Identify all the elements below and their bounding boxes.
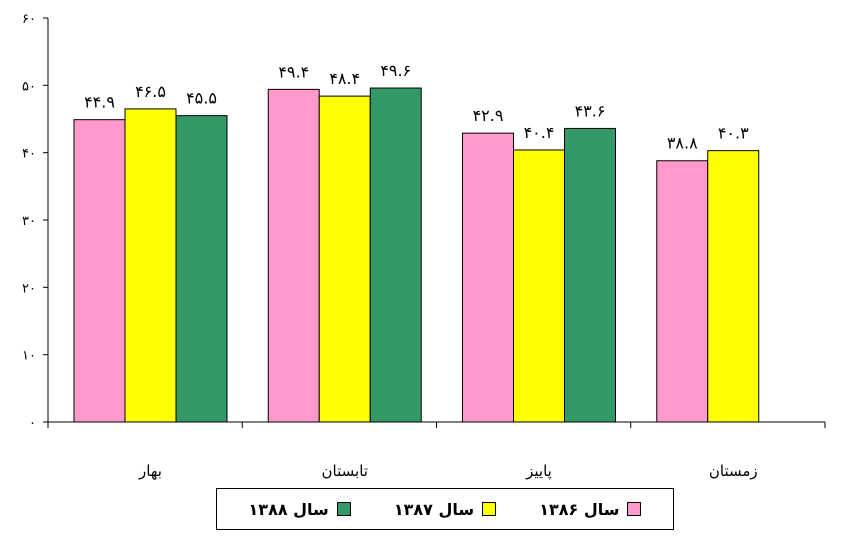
y-tick-label-20: ۲۰ (22, 281, 36, 296)
legend-label-1387: سال ۱۳۸۷ (393, 499, 475, 519)
y-tick-label-50: ۵۰ (22, 79, 36, 94)
data-label-2-4: ۴۰.۳ (718, 124, 749, 143)
bar-2-1 (124, 108, 177, 423)
data-labels-group: ۴۴.۹ ۴۹.۴ ۴۲.۹ ۳۸.۸ ۴۶.۵ ۴۸.۴ ۴۰.۴ ۴۰.۳ ۴۵.۵ ۴۹.۶… (84, 61, 749, 153)
category-labels-group: بهار تابستان پاییز زمستان (138, 462, 758, 481)
data-label-2-2: ۴۸.۴ (329, 69, 360, 88)
legend-item-1388: سال ۱۳۸۸ (249, 500, 351, 519)
data-label-1-3: ۴۲.۹ (473, 106, 504, 125)
bar-1-4 (656, 160, 709, 423)
bar-2-4 (707, 150, 760, 423)
bar-1-3 (462, 132, 514, 423)
category-label-4: زمستان (709, 462, 758, 480)
bar-3-1 (175, 115, 228, 423)
legend: سال ۱۳۸۶ سال ۱۳۸۷ سال ۱۳۸۸ (216, 488, 674, 530)
legend-item-1387: سال ۱۳۸۷ (393, 499, 497, 519)
y-tick-label-10: ۱۰ (22, 349, 36, 364)
data-label-1-4: ۳۸.۸ (667, 134, 698, 153)
bar-2-3 (513, 149, 565, 423)
legend-swatch-1388 (336, 502, 351, 516)
bar-1-2 (267, 88, 320, 423)
legend-label-1386: سال ۱۳۸۶ (539, 499, 620, 519)
data-label-3-2: ۴۹.۶ (380, 61, 411, 80)
y-tick-label-40: ۴۰ (22, 147, 36, 162)
bar-2-2 (318, 95, 371, 423)
bar-3-3 (564, 127, 616, 423)
y-ticks-group: ۰ ۱۰ ۲۰ ۳۰ ۴۰ ۵۰ ۶۰ (22, 12, 826, 431)
bar-1-1 (73, 119, 126, 423)
legend-label-1388: سال ۱۳۸۸ (248, 499, 329, 519)
bars-group (73, 87, 760, 423)
bar-3-2 (369, 87, 422, 423)
legend-swatch-1387 (482, 502, 497, 516)
data-label-2-1: ۴۶.۵ (135, 82, 166, 101)
data-label-1-1: ۴۴.۹ (84, 93, 115, 112)
data-label-3-1: ۴۵.۵ (186, 89, 217, 108)
y-tick-label-0: ۰ (29, 416, 36, 431)
y-tick-label-60: ۶۰ (22, 12, 36, 27)
legend-item-1386: سال ۱۳۸۶ (539, 499, 642, 519)
y-tick-label-30: ۳۰ (22, 214, 36, 229)
category-label-3: پاییز (525, 462, 552, 481)
data-label-3-3: ۴۳.۶ (575, 101, 606, 120)
category-label-2: تابستان (322, 462, 368, 480)
data-label-1-2: ۴۹.۴ (278, 62, 309, 81)
category-label-1: بهار (138, 462, 162, 480)
data-label-2-3: ۴۰.۴ (524, 123, 555, 142)
legend-swatch-1386 (627, 502, 642, 516)
